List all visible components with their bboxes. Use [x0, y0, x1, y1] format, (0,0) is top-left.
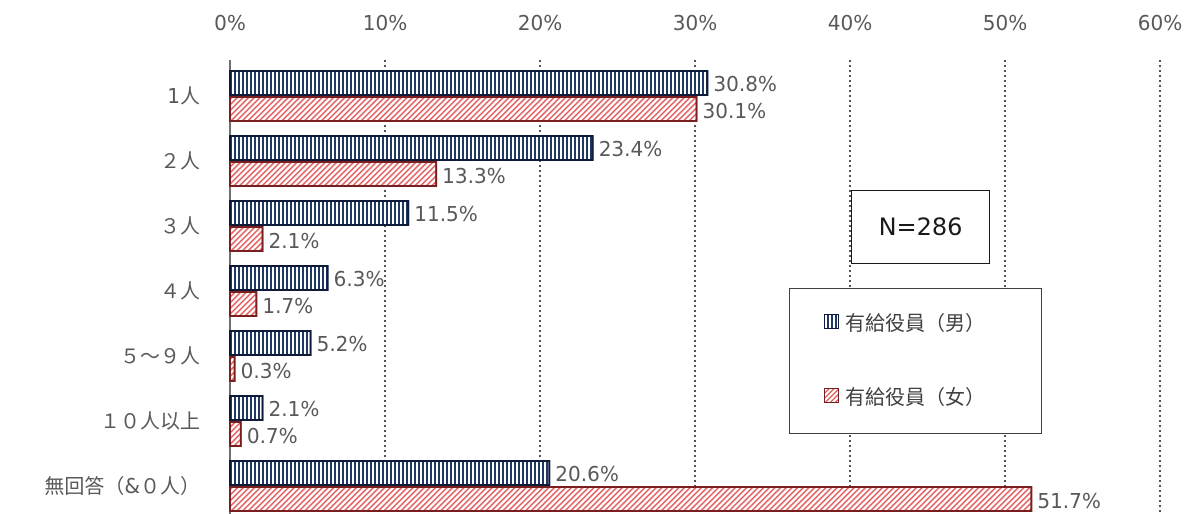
data-label: 5.2%	[317, 332, 368, 356]
x-tick-label: 50%	[983, 11, 1027, 35]
x-tick-label: 20%	[518, 11, 562, 35]
bar-female	[229, 486, 1033, 512]
data-label: 30.1%	[703, 99, 767, 123]
data-label: 0.7%	[247, 424, 298, 448]
bar-male	[229, 330, 312, 356]
data-label: 11.5%	[414, 202, 478, 226]
category-label: 無回答（&０人）	[44, 474, 200, 498]
category-label: 1人	[167, 84, 200, 108]
data-labels: 30.8% 30.1% 23.4% 13.3% 11.5% 2.1% 6.3% 1.7%5.2…	[241, 72, 1101, 513]
legend-swatch-female	[824, 388, 839, 403]
sample-size-label: N=286	[878, 213, 963, 241]
legend-item-male: 有給役員（男）	[824, 307, 985, 336]
bars	[229, 70, 1033, 512]
data-label: 30.8%	[713, 72, 777, 96]
data-label: 2.1%	[269, 397, 320, 421]
legend-item-female: 有給役員（女）	[824, 381, 985, 410]
legend-swatch-male	[824, 314, 839, 329]
x-tick-label: 30%	[673, 11, 717, 35]
bar-male	[229, 460, 551, 486]
data-label: 23.4%	[599, 137, 663, 161]
bar-male	[229, 200, 410, 226]
bar-male	[229, 395, 264, 421]
category-label: ４人	[160, 279, 200, 303]
bar-female	[229, 161, 438, 187]
bar-female	[229, 421, 242, 447]
category-label: ２人	[160, 149, 200, 173]
category-label: ５～９人	[120, 344, 200, 368]
data-label: 2.1%	[269, 229, 320, 253]
data-label: 6.3%	[334, 267, 385, 291]
bar-male	[229, 265, 329, 291]
legend-label-male: 有給役員（男）	[845, 311, 985, 335]
category-label: １０人以上	[100, 409, 200, 433]
data-label: 20.6%	[555, 462, 619, 486]
bar-male	[229, 70, 709, 96]
legend-label-female: 有給役員（女）	[845, 385, 985, 409]
data-label: 13.3%	[442, 164, 506, 188]
category-label: ３人	[160, 214, 200, 238]
bar-female	[229, 291, 258, 317]
x-tick-labels: 0% 10% 20% 30% 40% 50% 60%	[214, 11, 1182, 35]
data-label: 1.7%	[262, 294, 313, 318]
bar-female	[229, 96, 698, 122]
legend: 有給役員（男） 有給役員（女）	[789, 288, 1042, 434]
bar-female	[229, 226, 264, 252]
bar-female	[229, 356, 236, 382]
data-label: 51.7%	[1037, 489, 1101, 513]
x-tick-label: 0%	[214, 11, 246, 35]
sample-size-box: N=286	[851, 190, 990, 264]
x-tick-label: 60%	[1138, 11, 1182, 35]
x-tick-label: 10%	[363, 11, 407, 35]
data-label: 0.3%	[241, 359, 292, 383]
x-tick-label: 40%	[828, 11, 872, 35]
bar-male	[229, 135, 594, 161]
